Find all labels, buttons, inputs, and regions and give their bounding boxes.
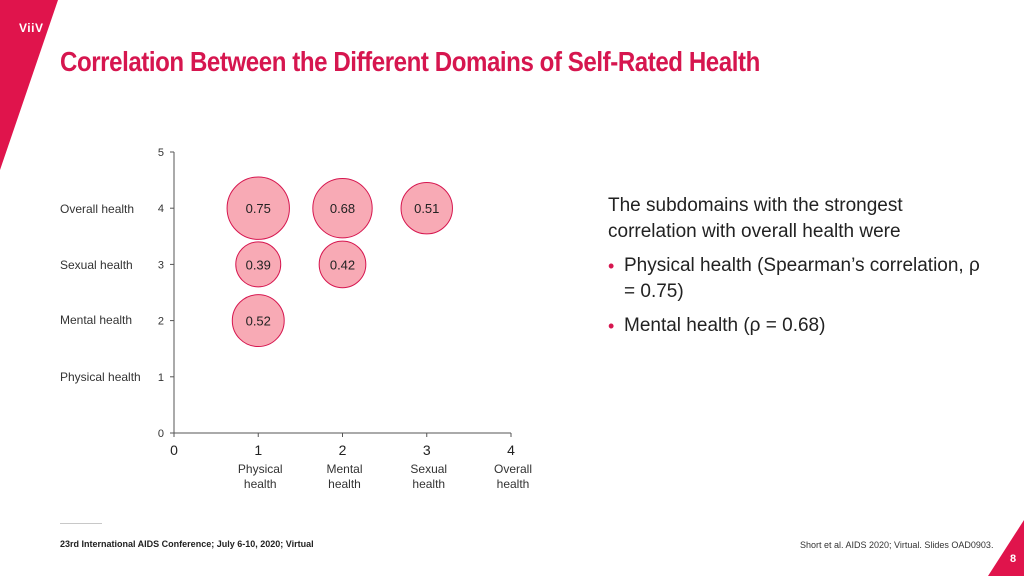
summary-bullet-2: • Mental health (ρ = 0.68) [608,313,988,339]
row-label-physical: Physical health [60,370,141,384]
bubble-value-label: 0.42 [330,257,355,272]
bubble-value-label: 0.52 [246,314,271,329]
page-number: 8 [1010,553,1017,565]
footer-citation: Short et al. AIDS 2020; Virtual. Slides … [800,540,994,550]
row-label-sexual: Sexual health [60,258,133,272]
bubble-point [226,176,290,240]
x-category-label: health [244,477,277,491]
summary-bullet-2-text: Mental health (ρ = 0.68) [624,315,826,336]
bubble-point [312,178,373,239]
x-category-label: health [328,477,361,491]
bubble-point [318,240,367,289]
y-tick-label: 3 [158,259,164,271]
summary-bullet-1: • Physical health (Spearman’s correlatio… [608,253,988,305]
y-tick-label: 1 [158,372,164,384]
x-category-label: health [412,477,445,491]
footer-divider [60,523,102,524]
y-tick-label: 4 [158,203,164,215]
x-tick-label: 1 [254,442,262,458]
x-category-label: Overall [494,462,532,476]
footer-conference: 23rd International AIDS Conference; July… [60,539,314,549]
x-category-label: health [497,477,530,491]
bubble-point [235,241,282,288]
y-tick-label: 0 [158,428,164,440]
bubble-value-label: 0.51 [414,201,439,216]
x-tick-label: 0 [170,442,178,458]
summary-intro: The subdomains with the strongest correl… [608,195,903,242]
top-left-red-wedge [0,0,58,170]
bubble-point [400,181,453,235]
page-title: Correlation Between the Different Domain… [60,46,760,77]
row-label-mental: Mental health [60,313,133,327]
x-tick-label: 4 [507,442,515,458]
x-category-label: Sexual [410,462,447,476]
x-tick-label: 3 [423,442,431,458]
row-label-overall: Overall health [60,202,135,216]
bullet-dot-icon: • [608,316,615,336]
bubble-value-label: 0.39 [246,257,271,272]
logo-text: ViiV [19,21,44,35]
bottom-right-red-wedge [988,520,1024,576]
x-category-label: Physical [238,462,283,476]
y-tick-label: 5 [158,147,164,159]
bubble-value-label: 0.68 [330,201,355,216]
y-tick-label: 2 [158,316,164,328]
bubble-value-label: 0.75 [246,201,271,216]
summary-panel: The subdomains with the strongest correl… [608,193,988,339]
x-category-label: Mental [326,462,362,476]
bubble-point [231,294,285,348]
summary-bullet-1-text: Physical health (Spearman’s correlation,… [624,255,980,302]
viiv-logo: ViiV [8,10,43,35]
bullet-dot-icon: • [608,256,615,276]
x-tick-label: 2 [339,442,347,458]
